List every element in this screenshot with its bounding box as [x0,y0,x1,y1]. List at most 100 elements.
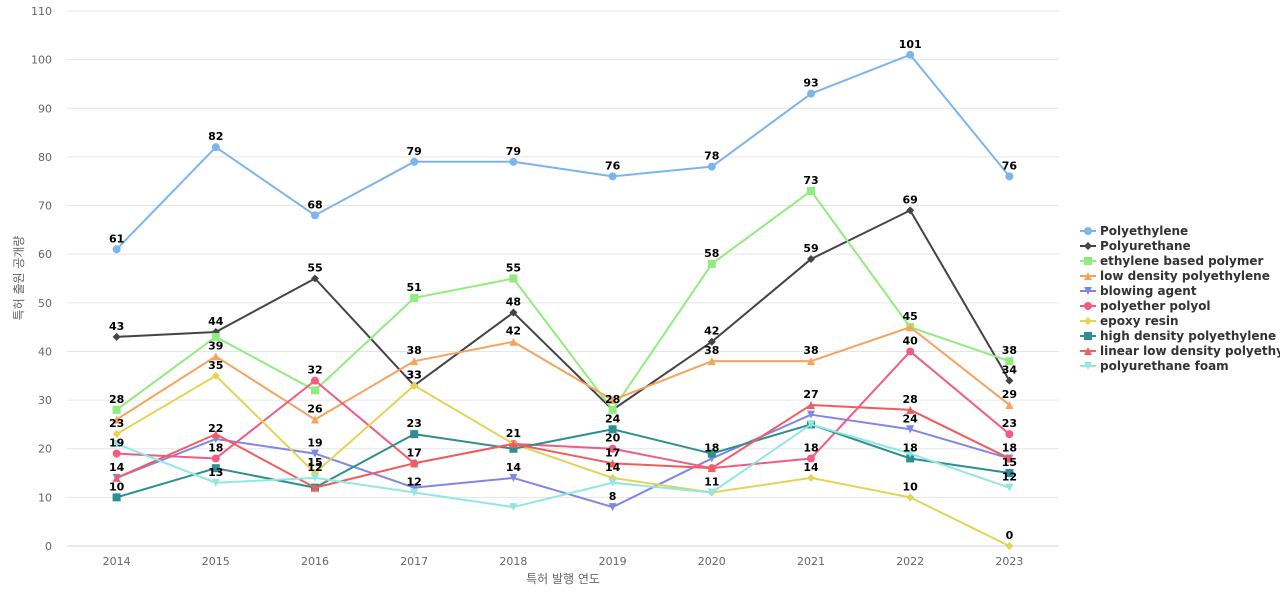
data-point[interactable] [112,332,121,341]
data-point[interactable] [707,488,716,497]
data-point[interactable] [707,162,716,171]
legend-item[interactable]: Polyethylene [1080,224,1188,238]
data-point[interactable] [1005,376,1014,385]
data-point[interactable] [807,186,815,195]
data-point[interactable] [211,464,220,473]
data-point[interactable] [906,347,915,356]
data-point[interactable] [311,415,319,424]
data-point[interactable] [211,430,220,439]
data-point[interactable] [410,459,419,468]
data-point[interactable] [211,143,220,152]
data-label: 23 [1002,417,1017,430]
legend-item[interactable]: polyether polyol [1080,299,1211,313]
data-point[interactable] [807,357,815,366]
data-point[interactable] [311,449,319,458]
data-point[interactable] [211,371,220,380]
data-point[interactable] [608,444,617,453]
data-point[interactable] [707,449,716,458]
data-point[interactable] [1005,454,1014,463]
data-point[interactable] [410,357,419,366]
data-point[interactable] [807,410,815,419]
data-point[interactable] [311,473,319,482]
data-point[interactable] [112,430,121,439]
data-point[interactable] [112,493,121,502]
data-point[interactable] [509,308,518,317]
data-point[interactable] [311,211,319,220]
data-point[interactable] [410,483,419,492]
data-point[interactable] [410,430,419,439]
data-point[interactable] [509,157,518,166]
data-point[interactable] [1005,483,1014,492]
data-point[interactable] [608,425,617,434]
data-point[interactable] [509,337,518,346]
data-point[interactable] [211,454,220,463]
data-point[interactable] [906,405,915,414]
data-point[interactable] [410,381,419,390]
data-point[interactable] [1005,357,1014,366]
data-point[interactable] [112,245,121,254]
data-point[interactable] [509,274,518,283]
data-label: 76 [605,159,621,172]
data-point[interactable] [608,503,617,512]
series-line [116,413,1010,509]
data-point[interactable] [707,464,716,473]
data-point[interactable] [112,405,121,414]
data-point[interactable] [608,172,617,181]
data-point[interactable] [112,439,121,448]
data-point[interactable] [707,259,716,268]
legend-item[interactable]: high density polyethylene [1080,329,1276,343]
data-point[interactable] [807,420,815,429]
data-point[interactable] [608,396,617,405]
data-point[interactable] [410,293,419,302]
data-point[interactable] [807,255,815,264]
data-point[interactable] [906,493,915,502]
data-point[interactable] [112,473,121,482]
data-point[interactable] [509,439,518,448]
data-point[interactable] [509,444,518,453]
data-point[interactable] [509,503,518,512]
data-point[interactable] [906,323,915,332]
data-point[interactable] [509,473,518,482]
data-point[interactable] [211,478,220,487]
data-point[interactable] [707,357,716,366]
data-point[interactable] [112,415,121,424]
data-point[interactable] [807,400,815,409]
data-point[interactable] [311,376,319,385]
data-point[interactable] [608,405,617,414]
data-point[interactable] [906,206,915,215]
data-point[interactable] [1005,172,1014,181]
data-point[interactable] [1005,469,1014,478]
legend-item[interactable]: blowing agent [1080,284,1197,298]
legend-item[interactable]: ethylene based polymer [1080,254,1264,268]
data-point[interactable] [311,483,319,492]
data-point[interactable] [410,488,419,497]
data-point[interactable] [1005,430,1014,439]
data-point[interactable] [707,337,716,346]
legend-item[interactable]: polyurethane foam [1080,359,1229,373]
data-point[interactable] [807,89,815,98]
data-point[interactable] [410,157,419,166]
data-point[interactable] [1005,542,1014,550]
data-point[interactable] [906,454,915,463]
legend-item[interactable]: epoxy resin [1080,314,1179,328]
data-point[interactable] [807,454,815,463]
data-point[interactable] [906,50,915,59]
data-label: 76 [1002,159,1018,172]
x-axis-ticks: 2014 2015 2016 2017 2018 2019 2020 2021 2022 2023 [103,555,1024,568]
data-point[interactable] [906,449,915,458]
data-point[interactable] [807,473,815,482]
data-point[interactable] [608,478,617,487]
data-point[interactable] [112,449,121,458]
data-point[interactable] [311,274,319,283]
data-point[interactable] [1005,400,1014,409]
data-point[interactable] [311,386,319,395]
legend-item[interactable]: Polyurethane [1080,239,1191,253]
data-point[interactable] [211,332,220,341]
data-label: 51 [407,281,422,294]
data-point[interactable] [211,352,220,361]
data-point[interactable] [906,425,915,434]
data-point[interactable] [608,459,617,468]
legend-item[interactable]: linear low density polyethy... [1080,344,1280,358]
legend-item[interactable]: low density polyethylene [1080,269,1270,283]
